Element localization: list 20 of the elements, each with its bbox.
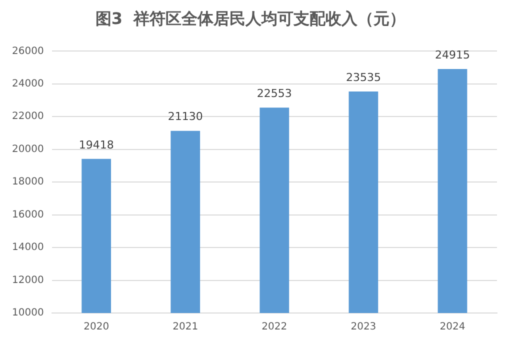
y-tick-label: 12000 <box>12 274 44 286</box>
y-tick-label: 16000 <box>12 209 44 220</box>
chart-title: 图3 祥符区全体居民人均可支配收入（元） <box>95 8 406 28</box>
x-tick-label: 2021 <box>172 322 198 333</box>
y-tick-label: 22000 <box>12 111 44 122</box>
x-tick-label: 2022 <box>262 322 288 333</box>
y-tick-label: 10000 <box>12 308 44 319</box>
y-tick-label: 18000 <box>12 176 44 188</box>
data-label: 23535 <box>346 70 381 84</box>
x-tick-label: 2024 <box>440 322 466 333</box>
y-tick-label: 24000 <box>12 78 44 90</box>
y-tick-label: 20000 <box>12 144 44 155</box>
data-label: 22553 <box>256 86 292 100</box>
y-tick-label: 26000 <box>12 46 44 57</box>
y-tick-label: 14000 <box>12 242 44 254</box>
data-label: 24915 <box>434 48 470 62</box>
x-tick-label: 2023 <box>350 322 376 333</box>
x-tick-label: 2020 <box>84 322 110 333</box>
data-label: 21130 <box>168 110 203 124</box>
data-label: 19418 <box>78 138 114 152</box>
